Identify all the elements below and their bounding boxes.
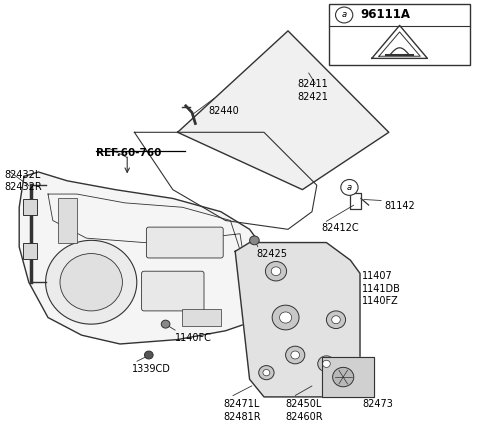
Circle shape [336, 7, 353, 23]
Text: 82450L
82460R: 82450L 82460R [286, 399, 323, 422]
Text: 1339CD: 1339CD [132, 364, 171, 374]
Text: a: a [342, 11, 347, 19]
Circle shape [271, 267, 281, 276]
Circle shape [279, 312, 292, 323]
Bar [182, 309, 221, 326]
Circle shape [60, 254, 122, 311]
Text: 82432L
82432R: 82432L 82432R [5, 170, 43, 192]
FancyBboxPatch shape [23, 243, 37, 259]
Circle shape [265, 262, 287, 281]
Text: 81142: 81142 [384, 201, 415, 211]
Circle shape [326, 311, 346, 329]
Circle shape [341, 179, 358, 195]
Text: 82412C: 82412C [322, 223, 359, 233]
Circle shape [144, 351, 153, 359]
FancyBboxPatch shape [146, 227, 223, 258]
Circle shape [250, 236, 259, 245]
Text: 96111A: 96111A [360, 8, 410, 22]
Text: REF.60-760: REF.60-760 [96, 148, 161, 158]
Circle shape [286, 346, 305, 364]
Bar [58, 198, 77, 243]
Circle shape [259, 366, 274, 380]
Polygon shape [19, 172, 274, 344]
Text: 82471L
82481R: 82471L 82481R [223, 399, 261, 422]
Circle shape [323, 360, 330, 367]
Polygon shape [235, 243, 360, 397]
Circle shape [161, 320, 170, 328]
Circle shape [46, 240, 137, 324]
Circle shape [318, 356, 335, 372]
Text: a: a [347, 183, 352, 192]
Text: 82440: 82440 [209, 106, 240, 116]
Circle shape [272, 305, 299, 330]
Polygon shape [178, 31, 389, 190]
Circle shape [291, 351, 300, 359]
FancyBboxPatch shape [23, 199, 37, 215]
Circle shape [333, 367, 354, 387]
Text: 82473: 82473 [362, 399, 393, 409]
Text: 1140FC: 1140FC [175, 333, 212, 343]
Text: 11407
1141DB
1140FZ: 11407 1141DB 1140FZ [362, 271, 401, 306]
FancyBboxPatch shape [329, 4, 470, 65]
Text: 82425: 82425 [257, 249, 288, 259]
FancyBboxPatch shape [142, 271, 204, 311]
Circle shape [332, 316, 340, 324]
Text: 82411
82421: 82411 82421 [298, 79, 328, 102]
Polygon shape [322, 357, 374, 397]
Circle shape [263, 370, 270, 376]
